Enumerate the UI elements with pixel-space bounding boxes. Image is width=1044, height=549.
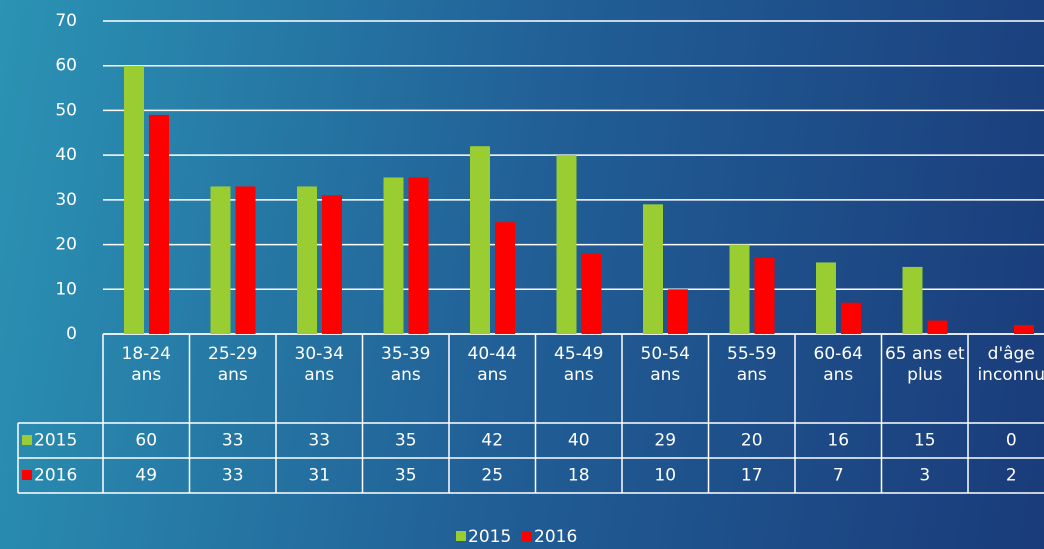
x-tick-label: 50-54 ans bbox=[640, 344, 690, 385]
table-value: 18 bbox=[568, 466, 590, 486]
x-tick-label: 60-64 ans bbox=[813, 344, 863, 385]
legend-label: 2015 bbox=[468, 527, 511, 547]
bar bbox=[210, 186, 231, 334]
table-value: 35 bbox=[395, 431, 417, 451]
bar bbox=[668, 289, 688, 334]
y-tick-label: 40 bbox=[55, 145, 77, 165]
bar bbox=[495, 222, 515, 334]
x-tick-label: d'âge inconnu bbox=[977, 344, 1044, 385]
bar bbox=[124, 65, 144, 334]
table-value: 17 bbox=[741, 466, 763, 486]
table-value: 29 bbox=[654, 431, 676, 451]
bar bbox=[927, 320, 948, 334]
bar bbox=[408, 177, 429, 334]
bar bbox=[729, 244, 750, 334]
table-value: 49 bbox=[135, 466, 157, 486]
y-tick-label: 0 bbox=[66, 324, 77, 344]
bar bbox=[470, 146, 490, 334]
bar bbox=[841, 302, 861, 334]
table-legend-key bbox=[22, 435, 32, 445]
table-value: 33 bbox=[222, 466, 244, 486]
y-tick-label: 20 bbox=[55, 235, 77, 255]
x-tick-label: 45-49 ans bbox=[554, 344, 604, 385]
bar bbox=[581, 253, 602, 334]
table-value: 0 bbox=[1006, 431, 1017, 451]
table-series-name: 2015 bbox=[34, 431, 77, 451]
legend-key bbox=[522, 531, 532, 541]
bar bbox=[816, 262, 836, 334]
table-series-name: 2016 bbox=[34, 466, 77, 486]
table-value: 7 bbox=[833, 466, 844, 486]
legend-key bbox=[456, 531, 466, 541]
table-value: 60 bbox=[135, 431, 157, 451]
bar bbox=[297, 186, 317, 334]
table-value: 35 bbox=[395, 466, 417, 486]
bar bbox=[556, 155, 577, 334]
table-value: 40 bbox=[568, 431, 590, 451]
bar bbox=[1014, 325, 1034, 334]
y-tick-label: 30 bbox=[55, 190, 77, 210]
x-tick-label: 25-29 ans bbox=[208, 344, 258, 385]
table-legend-key bbox=[22, 470, 32, 480]
table-value: 25 bbox=[481, 466, 503, 486]
y-tick-label: 60 bbox=[55, 56, 77, 76]
bar bbox=[643, 204, 663, 334]
x-tick-label: 18-24 ans bbox=[121, 344, 171, 385]
bar bbox=[902, 266, 923, 334]
table-value: 16 bbox=[827, 431, 849, 451]
x-tick-label: 65 ans et plus bbox=[884, 344, 965, 385]
x-tick-label: 30-34 ans bbox=[294, 344, 344, 385]
table-value: 33 bbox=[222, 431, 244, 451]
table-value: 31 bbox=[308, 466, 330, 486]
table-value: 42 bbox=[481, 431, 503, 451]
bar bbox=[754, 257, 775, 334]
table-value: 20 bbox=[741, 431, 763, 451]
table-value: 33 bbox=[308, 431, 330, 451]
bar bbox=[322, 195, 342, 334]
x-tick-label: 40-44 ans bbox=[467, 344, 517, 385]
table-value: 10 bbox=[654, 466, 676, 486]
x-tick-label: 35-39 ans bbox=[381, 344, 431, 385]
y-tick-label: 70 bbox=[55, 11, 77, 31]
legend-label: 2016 bbox=[534, 527, 577, 547]
table-value: 15 bbox=[914, 431, 936, 451]
bar bbox=[235, 186, 256, 334]
bar bbox=[383, 177, 404, 334]
bar bbox=[149, 114, 169, 335]
y-tick-label: 10 bbox=[55, 279, 77, 299]
y-tick-label: 50 bbox=[55, 100, 77, 120]
table-value: 2 bbox=[1006, 466, 1017, 486]
x-tick-label: 55-59 ans bbox=[727, 344, 777, 385]
table-value: 3 bbox=[919, 466, 930, 486]
